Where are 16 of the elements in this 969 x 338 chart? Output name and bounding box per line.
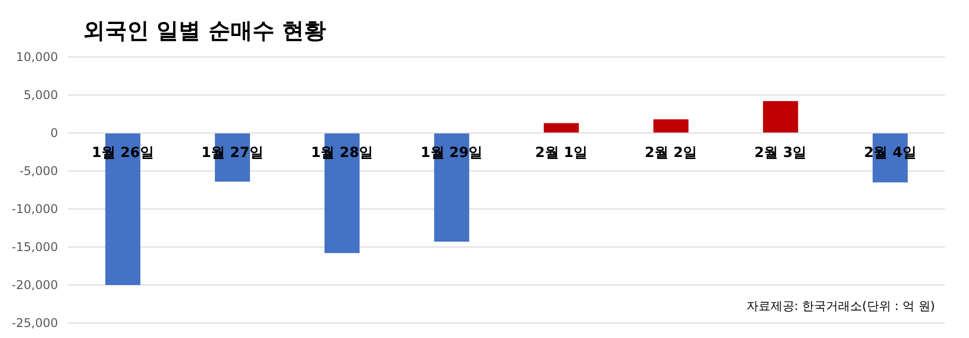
x-tick-label: 2월 2일 [644,145,698,161]
bar [763,101,798,133]
y-tick-label: -15,000 [12,240,58,254]
y-tick-label: -25,000 [12,316,58,330]
y-tick-label: 0 [50,126,58,140]
y-tick-label: -5,000 [19,164,58,178]
y-tick-label: -10,000 [12,202,58,216]
annotation: 자료제공: 한국거래소(단위 : 억 원) [746,299,935,313]
y-tick-label: 5,000 [24,88,58,102]
bar [653,119,688,133]
chart-title: 외국인 일별 순매수 현황 [83,19,326,44]
x-tick-label: 2월 1일 [535,145,588,161]
y-tick-label: 10,000 [16,50,58,64]
x-tick-label: 2월 3일 [754,145,807,161]
bar [544,123,579,133]
y-tick-label: -20,000 [12,278,58,292]
